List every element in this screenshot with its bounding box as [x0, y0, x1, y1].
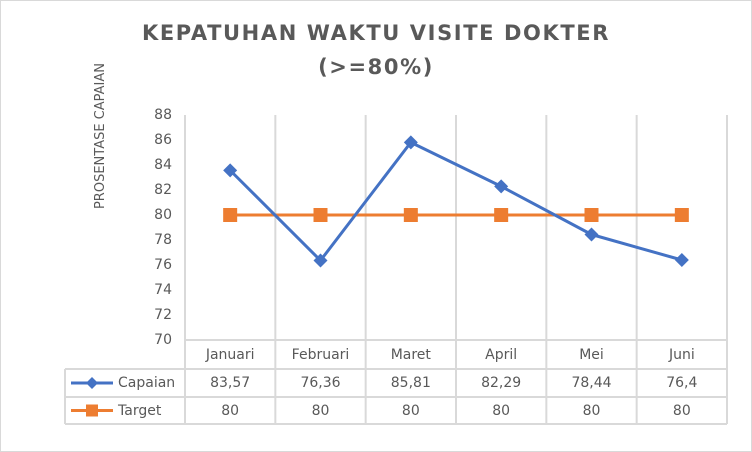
capaian-marker — [223, 163, 238, 178]
series-capaian — [223, 135, 689, 268]
capaian-marker — [674, 253, 689, 267]
capaian-marker — [403, 135, 418, 150]
y-tick-label: 76 — [154, 257, 172, 273]
legend-key-target — [71, 404, 113, 417]
category-label: Mei — [579, 346, 604, 363]
target-marker — [223, 208, 238, 222]
y-tick-label: 80 — [154, 207, 172, 223]
table-cell: 76,4 — [666, 375, 698, 391]
legend-key-capaian — [71, 377, 113, 389]
capaian-marker — [313, 253, 328, 268]
target-marker — [403, 208, 418, 222]
category-label: Februari — [291, 346, 350, 363]
table-cell: 80 — [672, 402, 691, 419]
table-cell: 80 — [401, 402, 420, 419]
y-tick-label: 74 — [154, 282, 172, 298]
y-tick-label: 86 — [154, 132, 172, 148]
legend-label-capaian: Capaian — [118, 375, 176, 391]
category-label: April — [485, 346, 518, 363]
table-cell: 78,44 — [571, 375, 612, 391]
y-tick-label: 88 — [154, 107, 172, 123]
y-tick-label: 72 — [154, 307, 172, 323]
y-tick-label: 84 — [154, 157, 172, 173]
capaian-marker — [584, 227, 599, 242]
target-marker — [494, 208, 509, 222]
table-cell: 85,81 — [390, 375, 431, 391]
legend-label-target: Target — [118, 402, 162, 419]
chart-title: KEPATUHAN WAKTU VISITE DOKTER — [141, 21, 610, 45]
y-tick-label: 70 — [154, 332, 172, 348]
category-label: Juni — [668, 346, 695, 363]
y-tick-label: 78 — [154, 232, 172, 248]
capaian-marker — [494, 179, 509, 194]
category-label: Maret — [390, 346, 431, 363]
table-cell: 76,36 — [300, 375, 341, 391]
chart-subtitle: (>=80%) — [318, 55, 434, 79]
table-cell: 83,57 — [210, 375, 251, 391]
target-marker — [313, 208, 328, 222]
table-cell: 80 — [582, 402, 601, 419]
target-marker — [584, 208, 599, 222]
table-cell: 80 — [492, 402, 511, 419]
target-marker — [674, 208, 689, 222]
table-cell: 80 — [311, 402, 330, 419]
y-tick-label: 82 — [154, 182, 172, 198]
category-label: Januari — [205, 346, 255, 363]
table-cell: 82,29 — [481, 375, 522, 391]
series-target — [223, 208, 689, 222]
table-cell: 80 — [221, 402, 240, 419]
